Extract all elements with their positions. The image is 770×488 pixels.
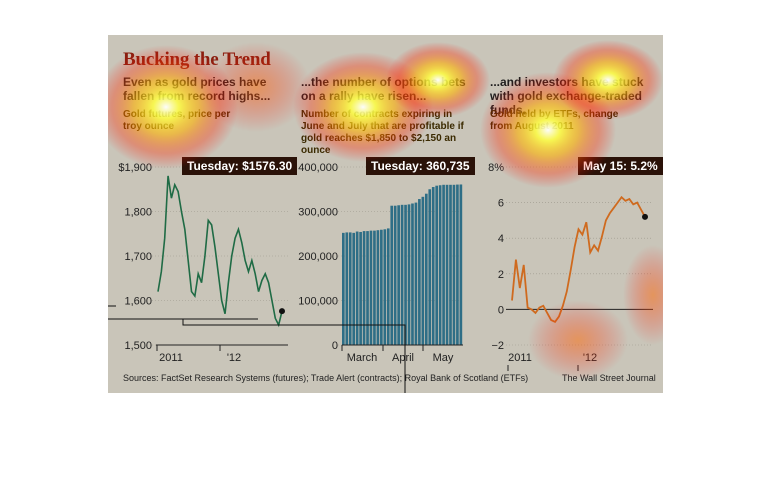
panel-2-bar [418,199,421,345]
panel-3-series-line [511,195,646,323]
panel-2-bar [449,184,452,345]
panel-1-endpoint [279,308,285,315]
panel-2-bar [355,231,359,345]
panel-2-bar [352,232,356,345]
panel-2-bar [383,229,387,345]
panel-3-x-tick-label: 2011 [508,352,532,364]
panel-2-bar [345,232,349,345]
panel-2-x-tick-label: March [347,352,378,364]
panel-1-x-tick-label: '12 [227,352,241,364]
panel-1-callout: Tuesday: $1576.30 [182,157,298,175]
panel-2-bar [414,202,418,345]
panel-2-bar [407,204,411,345]
sources-note: Sources: FactSet Research Systems (futur… [123,373,529,383]
panel-1-y-tick-label: 1,600 [124,296,152,308]
panel-2-bar [400,204,404,345]
panel-2-y-tick-label: 400,000 [298,162,338,174]
panel-1-y-tick-label: 1,800 [124,207,152,219]
panel-2-bar [380,229,383,345]
charts-svg: 1,500 1,600 1,700 1,800 $1,900 2011 '12 0 100,00… [118,162,653,371]
panel-2-bar [386,228,390,345]
panel-2-y-tick-label: 0 [332,340,338,352]
chart-graphic: Bucking the Trend Even as gold prices ha… [108,35,663,393]
panel-2-bar [348,232,352,345]
panel-2-bar [438,185,442,345]
panel-2-bar [456,184,459,345]
panel-2-y-tick-label: 100,000 [298,296,338,308]
panel-2-x-tick-label: May [433,352,454,364]
panel-3-y-tick-label: 8% [488,162,504,174]
panel-2-bar [404,204,407,345]
panel-2-x-tick-label: April [392,352,414,364]
panel-3-x-tick-label: '12 [583,352,597,364]
panel-3-y-tick-label: 0 [498,304,504,316]
panel-3-y-tick-label: 6 [498,198,504,210]
panel-2-bar [369,230,373,345]
panel-2-bar [393,205,397,345]
panel-2-bar [428,189,432,345]
panel-2-bar [459,184,463,345]
panel-2-bar [397,205,400,345]
panel-1-series-line [157,175,283,328]
panel-1-y-tick-label: 1,700 [124,251,152,263]
panel-2-bar [445,184,449,345]
wsj-credit: The Wall Street Journal [562,373,656,383]
panel-2-bar [424,193,428,345]
panel-2-bar [421,196,425,345]
panel-2-bar [359,231,362,345]
panel-2-y-tick-label: 300,000 [298,207,338,219]
panel-2-bar [442,184,445,345]
panel-3-callout: May 15: 5.2% [578,157,663,175]
panel-2-bar [366,231,369,345]
panel-2-bar [431,187,435,345]
panel-2-bar [362,231,366,345]
panel-3-y-tick-label: −2 [491,340,504,352]
panel-2-bar [435,185,438,345]
panel-2-bar [411,203,414,345]
panel-2-bar [342,232,345,345]
panel-2-callout: Tuesday: 360,735 [366,157,475,175]
panel-2-bar [376,230,380,345]
panel-2-y-tick-label: 200,000 [298,251,338,263]
panel-3-endpoint [642,213,648,220]
panel-2-bar [452,184,456,345]
panel-2-bar [373,230,376,345]
panel-1-y-tick-label: 1,500 [124,340,152,352]
panel-1-x-tick-label: 2011 [159,352,183,364]
panel-2-bar [390,205,394,345]
panel-3-y-tick-label: 2 [498,269,504,281]
panel-3-y-tick-label: 4 [498,233,504,245]
panel-1-y-tick-label: $1,900 [118,162,152,174]
